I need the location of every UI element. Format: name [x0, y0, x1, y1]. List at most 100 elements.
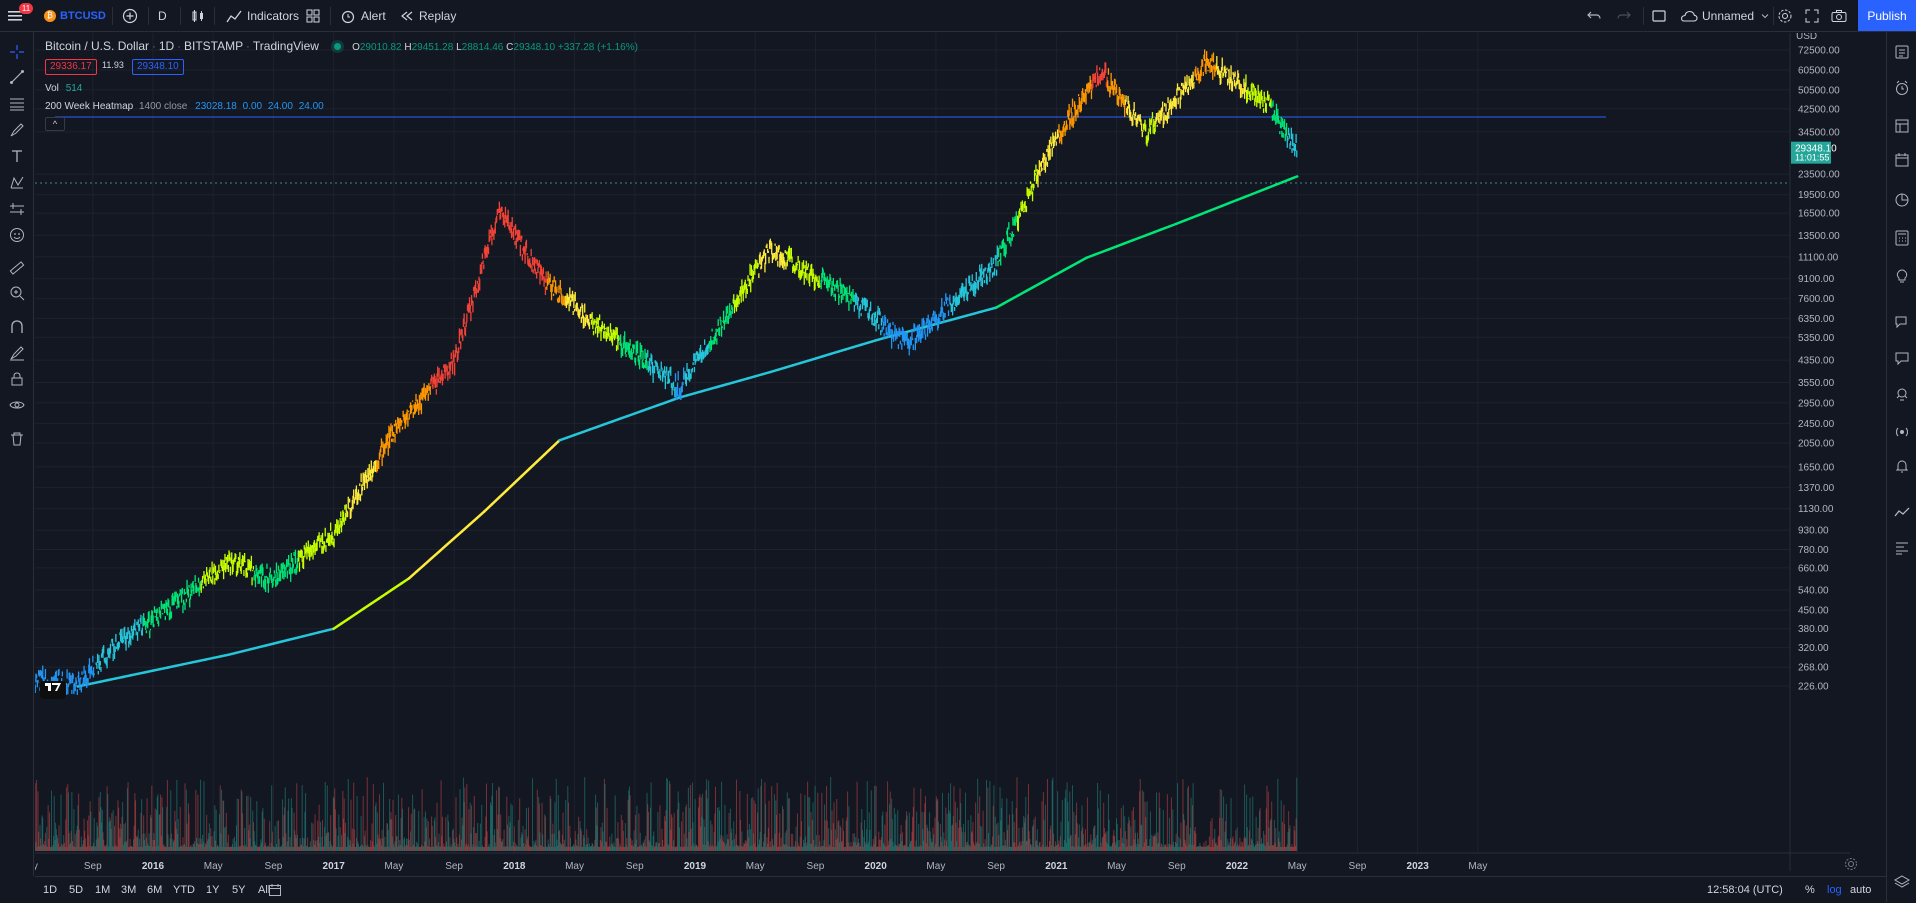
lock-icon[interactable]	[7, 369, 27, 389]
legend-exchange: BITSTAMP	[183, 39, 244, 53]
data-window-icon[interactable]	[1892, 116, 1912, 136]
ideas-icon[interactable]	[1892, 190, 1912, 210]
range-button[interactable]: 5Y	[232, 884, 246, 896]
range-button[interactable]: YTD	[173, 884, 195, 896]
volume-legend[interactable]: Vol 514	[45, 83, 82, 94]
price-tick-label: 2050.00	[1798, 438, 1835, 449]
lightbulb-icon[interactable]	[1892, 266, 1912, 286]
chats-icon[interactable]	[1892, 312, 1912, 332]
ma-segment	[580, 428, 591, 434]
ma-segment	[1047, 273, 1058, 280]
calculator-icon[interactable]	[1892, 228, 1912, 248]
ma-segment	[370, 597, 381, 605]
layout-icon	[1652, 10, 1666, 22]
ma-segment	[942, 318, 953, 324]
notifications-icon[interactable]	[1892, 456, 1912, 476]
ma-segment	[347, 612, 358, 620]
ma-segment	[467, 517, 478, 527]
streams-icon[interactable]	[1892, 422, 1912, 442]
layers-icon[interactable]	[1892, 872, 1912, 892]
snapshot-button[interactable]	[1831, 0, 1847, 32]
sell-price-button[interactable]: 29336.17	[45, 59, 97, 75]
eye-icon[interactable]	[7, 395, 27, 415]
high-value: 29451.28	[411, 42, 454, 53]
trash-icon[interactable]	[7, 429, 27, 449]
symbol-legend[interactable]: Bitcoin / U.S. Dollar · 1D · BITSTAMP · …	[45, 39, 638, 53]
save-layout-button[interactable]: Unnamed	[1680, 0, 1770, 32]
log-scale-toggle[interactable]: log	[1827, 877, 1842, 903]
price-tick-label: 1130.00	[1798, 504, 1834, 515]
object-tree-icon[interactable]	[1892, 538, 1912, 558]
ma-segment	[1168, 222, 1179, 228]
ruler-icon[interactable]	[7, 258, 27, 278]
clock[interactable]: 12:58:04 (UTC)	[1707, 877, 1783, 903]
alerts-clock-icon[interactable]	[1892, 78, 1912, 98]
text-icon[interactable]	[7, 146, 27, 166]
replay-button[interactable]: Replay	[400, 0, 456, 32]
ma-segment	[279, 638, 290, 644]
price-chart[interactable]: USD 72500.00 60500.00 50500.00 42500.00 34500…	[27, 31, 1850, 872]
price-tick-label: 7600.00	[1798, 294, 1835, 305]
redo-button[interactable]	[1617, 0, 1631, 32]
price-axis[interactable]: USD 72500.00 60500.00 50500.00 42500.00 34500…	[1791, 31, 1840, 693]
crosshair-icon[interactable]	[7, 42, 27, 62]
range-button[interactable]: 5D	[69, 884, 84, 896]
range-button[interactable]: 1Y	[206, 884, 220, 896]
undo-button[interactable]	[1587, 0, 1601, 32]
brush-icon[interactable]	[7, 120, 27, 140]
compare-symbol-button[interactable]	[122, 0, 138, 32]
ma-segment	[859, 341, 870, 347]
buy-price-button[interactable]: 29348.10	[132, 59, 184, 75]
prediction-icon[interactable]	[7, 199, 27, 219]
fullscreen-button[interactable]	[1805, 0, 1819, 32]
indicators-button[interactable]: Indicators	[226, 0, 299, 32]
range-button[interactable]: All	[258, 884, 271, 896]
messages-icon[interactable]	[1892, 348, 1912, 368]
menu-button[interactable]	[8, 0, 24, 32]
idea-stream-icon[interactable]	[1892, 384, 1912, 404]
emoji-icon[interactable]	[7, 225, 27, 245]
indicator-legend[interactable]: 200 Week Heatmap 1400 close 23028.18 0.0…	[45, 101, 324, 112]
gear-icon	[1778, 9, 1792, 23]
magnet-icon[interactable]	[7, 317, 27, 337]
chart-settings-button[interactable]	[1843, 856, 1863, 876]
pattern-icon[interactable]	[7, 173, 27, 193]
interval-button[interactable]: D	[158, 0, 167, 32]
calendar-icon	[269, 884, 281, 896]
publish-button[interactable]: Publish	[1858, 0, 1916, 31]
watchlist-icon[interactable]	[1892, 42, 1912, 62]
trading-panel-icon[interactable]	[1892, 502, 1912, 522]
zoom-in-icon[interactable]	[7, 283, 27, 303]
time-tick-label: Sep	[445, 861, 463, 871]
select-layout-button[interactable]	[1651, 0, 1667, 32]
ma-segment	[302, 633, 313, 638]
chart-pane[interactable]: USD 72500.00 60500.00 50500.00 42500.00 34500…	[27, 31, 1850, 872]
collapse-legend-button[interactable]: ^	[45, 117, 65, 131]
ma-segment	[129, 672, 140, 677]
time-tick-label: Sep	[265, 861, 283, 871]
percent-toggle[interactable]: %	[1805, 877, 1815, 903]
range-button[interactable]: 6M	[147, 884, 163, 896]
settings-button[interactable]	[1777, 0, 1793, 32]
templates-button[interactable]	[305, 0, 321, 32]
range-button[interactable]: 3M	[121, 884, 137, 896]
ma-segment	[309, 631, 320, 636]
trend-line-icon[interactable]	[7, 67, 27, 87]
alert-button[interactable]: Alert	[340, 0, 386, 32]
ma-segment	[851, 343, 862, 349]
range-button[interactable]: 1M	[95, 884, 111, 896]
auto-scale-toggle[interactable]: auto	[1850, 877, 1871, 903]
symbol-search-button[interactable]: ₿ BTCUSD	[44, 0, 106, 32]
go-to-date-button[interactable]	[268, 877, 282, 903]
tradingview-logo[interactable]	[40, 681, 66, 699]
range-button[interactable]: 1D	[43, 884, 58, 896]
price-tick-label: 4350.00	[1798, 356, 1835, 367]
calendar-icon[interactable]	[1892, 150, 1912, 170]
time-axis[interactable]: ay Sep 2016 May Sep 2017 May Sep 2018 May Sep 2019 M…	[27, 861, 1487, 872]
chevron-up-icon: ^	[52, 119, 58, 129]
ma-segment	[324, 627, 335, 632]
stay-in-drawing-mode-icon[interactable]	[7, 343, 27, 363]
fib-retracement-icon[interactable]	[7, 94, 27, 114]
chart-type-button[interactable]	[190, 0, 206, 32]
tradingview-logo-icon	[45, 683, 61, 691]
